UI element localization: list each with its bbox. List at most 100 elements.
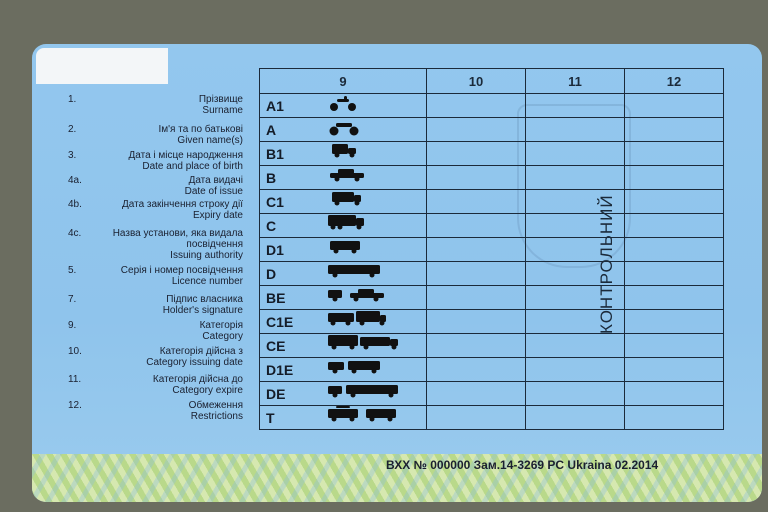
field-label: 4b. Дата закінчення строку дії Expiry date	[68, 199, 243, 221]
category-code: B	[259, 165, 326, 190]
cell-11	[525, 405, 625, 430]
category-code: D1	[259, 237, 326, 262]
field-label: 3. Дата і місце народження Date and place …	[68, 150, 243, 172]
category-code: DE	[259, 381, 326, 406]
cell-11	[525, 261, 625, 286]
small-truck-icon	[326, 141, 427, 166]
field-en: Holder's signature	[162, 305, 243, 316]
cell-11	[525, 189, 625, 214]
field-number: 10.	[68, 346, 82, 357]
field-en: Licence number	[171, 276, 243, 287]
cell-12	[624, 237, 724, 262]
cell-10	[426, 381, 526, 406]
field-number: 3.	[68, 150, 77, 161]
field-ua: Дата закінчення строку дії	[121, 199, 243, 210]
category-code: D1E	[259, 357, 326, 382]
category-table: 9 10 11 12 A1 A B1 B C1 C D1 D BE C1E CE D1E DE T	[259, 68, 724, 430]
category-code: A1	[259, 93, 326, 118]
category-row: T	[259, 405, 724, 430]
cell-10	[426, 117, 526, 142]
licence-card: 1. Прізвище Surname 2. Ім'я та по батькові Gi…	[32, 44, 762, 502]
cell-10	[426, 405, 526, 430]
field-ua: Дата видачі	[188, 175, 243, 186]
field-en: Date and place of birth	[142, 161, 243, 172]
heavy-truck-trailer-icon	[326, 333, 427, 358]
category-code: BE	[259, 285, 326, 310]
guilloche-overlay	[32, 454, 762, 502]
truck-trailer-icon	[326, 309, 427, 334]
category-row: BE	[259, 285, 724, 310]
field-label: 9. Категорія Category	[68, 320, 243, 342]
category-row: D1	[259, 237, 724, 262]
category-code: T	[259, 405, 326, 430]
field-number: 9.	[68, 320, 77, 331]
field-ua: Підпис власника	[166, 294, 243, 305]
cell-10	[426, 237, 526, 262]
field-number: 11.	[68, 374, 82, 385]
field-ua: Дата і місце народження	[128, 150, 243, 161]
cell-11	[525, 381, 625, 406]
cell-11	[525, 213, 625, 238]
field-ua: Категорія	[199, 320, 243, 331]
cell-12	[624, 141, 724, 166]
field-ua: Серія і номер посвідчення	[120, 265, 243, 276]
field-label: 4a. Дата видачі Date of issue	[68, 175, 243, 197]
field-number: 4c.	[68, 228, 82, 239]
field-ua: Категорія дійсна з	[159, 346, 243, 357]
car-icon	[326, 165, 427, 190]
cell-11	[525, 333, 625, 358]
cell-12	[624, 357, 724, 382]
category-row: B	[259, 165, 724, 190]
cell-11	[525, 117, 625, 142]
category-row: C1E	[259, 309, 724, 334]
car-trailer-icon	[326, 285, 427, 310]
cell-11	[525, 237, 625, 262]
cell-10	[426, 333, 526, 358]
cell-12	[624, 165, 724, 190]
field-en: Given name(s)	[177, 135, 243, 146]
category-row: D	[259, 261, 724, 286]
header-12: 12	[624, 68, 724, 94]
category-code: B1	[259, 141, 326, 166]
cell-12	[624, 261, 724, 286]
category-row: C	[259, 213, 724, 238]
field-en: Expiry date	[192, 210, 243, 221]
cell-10	[426, 213, 526, 238]
cell-11	[525, 141, 625, 166]
field-en: Date of issue	[184, 186, 243, 197]
field-number: 1.	[68, 94, 77, 105]
cell-10	[426, 93, 526, 118]
cell-12	[624, 93, 724, 118]
category-code: C1E	[259, 309, 326, 334]
cell-12	[624, 117, 724, 142]
field-label: 10. Категорія дійсна з Category issuing da…	[68, 346, 243, 368]
category-code: C	[259, 213, 326, 238]
field-label: 4c. Назва установи, яка видала посвідченн…	[68, 228, 243, 261]
cell-12	[624, 285, 724, 310]
minibus-icon	[326, 237, 427, 262]
field-number: 7.	[68, 294, 77, 305]
field-ua: Категорія дійсна до	[152, 374, 243, 385]
cell-11	[525, 165, 625, 190]
field-label: 11. Категорія дійсна до Category expire	[68, 374, 243, 396]
cell-10	[426, 261, 526, 286]
field-ua: Обмеження	[188, 400, 243, 411]
header-11: 11	[525, 68, 625, 94]
cell-12	[624, 213, 724, 238]
bus-trailer-icon	[326, 381, 427, 406]
cell-11	[525, 357, 625, 382]
truck-icon	[326, 189, 427, 214]
moped-icon	[326, 93, 427, 118]
serial-number: ВХХ № 000000 Зам.14-3269 PC Ukraina 02.2…	[386, 458, 659, 472]
field-ua: Прізвище	[198, 94, 243, 105]
motorcycle-icon	[326, 117, 427, 142]
cell-10	[426, 357, 526, 382]
category-code: CE	[259, 333, 326, 358]
guilloche-band	[32, 454, 762, 502]
heavy-truck-icon	[326, 213, 427, 238]
photo-blank-area	[36, 48, 168, 84]
category-code: A	[259, 117, 326, 142]
minibus-trailer-icon	[326, 357, 427, 382]
field-en: Issuing authority	[170, 250, 243, 261]
field-label: 12. Обмеження Restrictions	[68, 400, 243, 422]
